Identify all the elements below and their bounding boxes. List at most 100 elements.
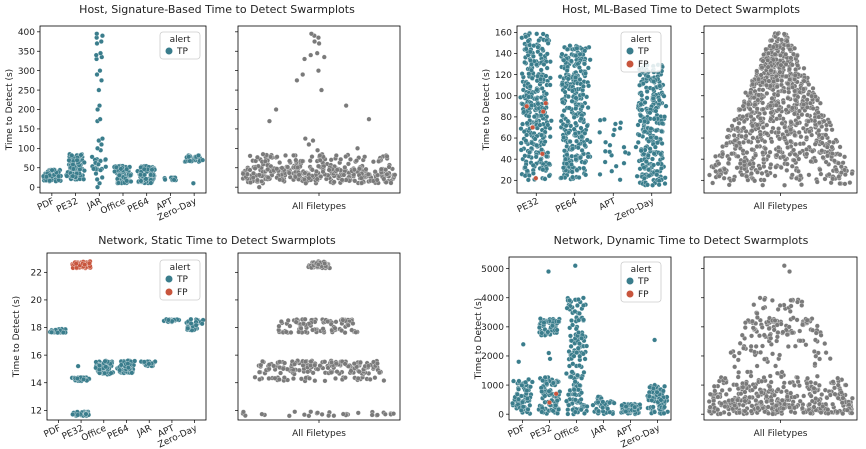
tp-point [527,49,533,55]
all-point [376,158,382,164]
all-point [314,176,320,182]
all-point [367,376,373,382]
all-point [308,359,314,365]
all-point [806,172,812,178]
tp-point [523,46,529,52]
tp-point [649,397,655,403]
all-point [726,156,732,162]
all-point [310,370,316,376]
tp-point [571,114,577,120]
tp-point [149,167,155,173]
tp-point [522,59,528,65]
swarm-Zero-Day [182,152,206,186]
tp-point [81,376,87,382]
all-point [773,403,779,409]
all-point [796,156,802,162]
tp-point [186,154,192,160]
all-point [719,387,725,393]
all-point [784,332,790,338]
all-point [793,97,799,103]
tp-point [523,34,529,40]
all-point [266,362,272,368]
tp-point [658,397,664,403]
all-point [279,165,285,171]
tp-point [162,177,168,183]
all-point [761,375,767,380]
tp-point [539,85,545,91]
tp-point [584,123,590,129]
tp-point [570,146,576,152]
tp-point [543,73,549,79]
all-point [293,157,299,163]
tp-point [637,82,643,88]
all-point [312,378,318,384]
all-point [733,143,739,149]
tp-point [641,175,647,181]
all-point [752,349,757,355]
all-point [844,407,850,413]
all-point [777,69,783,75]
legend-title: alert [631,35,652,45]
all-point [766,50,771,56]
all-point [350,321,356,326]
all-point [779,120,785,126]
all-point [743,90,749,96]
tp-point [533,154,539,160]
all-point [384,171,390,177]
all-point [801,102,807,107]
tp-point [564,398,569,404]
all-point [804,97,810,103]
tp-point [578,396,584,402]
tp-point [563,123,569,129]
all-point [391,411,397,417]
tp-point [569,169,575,175]
all-point [759,65,765,70]
tp-point [577,51,583,57]
legend-marker [626,47,634,55]
all-point [801,410,807,415]
tp-point [537,316,543,322]
y-tick-label: 20 [501,177,513,187]
all-point [734,382,739,388]
all-point [735,153,741,159]
tp-point [623,409,629,414]
tp-point [520,341,526,347]
tp-point [75,412,81,418]
all-point [818,410,824,415]
legend-marker [165,47,173,55]
all-point [776,126,782,132]
all-point [741,159,747,164]
tp-point [542,176,548,182]
tp-point [529,75,535,81]
all-point [760,182,766,188]
all-point [277,160,283,166]
all-point [333,319,339,325]
tp-point [83,411,89,417]
all-point [716,161,722,167]
all-point [736,120,742,126]
all-point [775,31,781,37]
all-point [355,145,360,151]
all-point [757,165,763,171]
all-point [816,120,822,126]
all-point [345,322,351,328]
tp-point [171,177,177,183]
all-point [288,330,294,335]
all-filetypes-label: All Filetypes [292,202,346,212]
all-point [343,154,349,159]
tp-point [581,317,587,323]
all-point [842,154,848,160]
all-point [835,395,841,401]
tp-point [565,76,571,82]
all-point [306,175,312,181]
tp-point [567,139,573,145]
all-point [849,171,855,177]
tp-point [580,351,586,357]
tp-point [605,406,611,412]
tp-point [539,409,545,415]
all-point [801,141,806,147]
tp-point [523,379,529,385]
tp-point [143,176,149,182]
tp-point [539,389,545,394]
tp-point [100,136,105,142]
